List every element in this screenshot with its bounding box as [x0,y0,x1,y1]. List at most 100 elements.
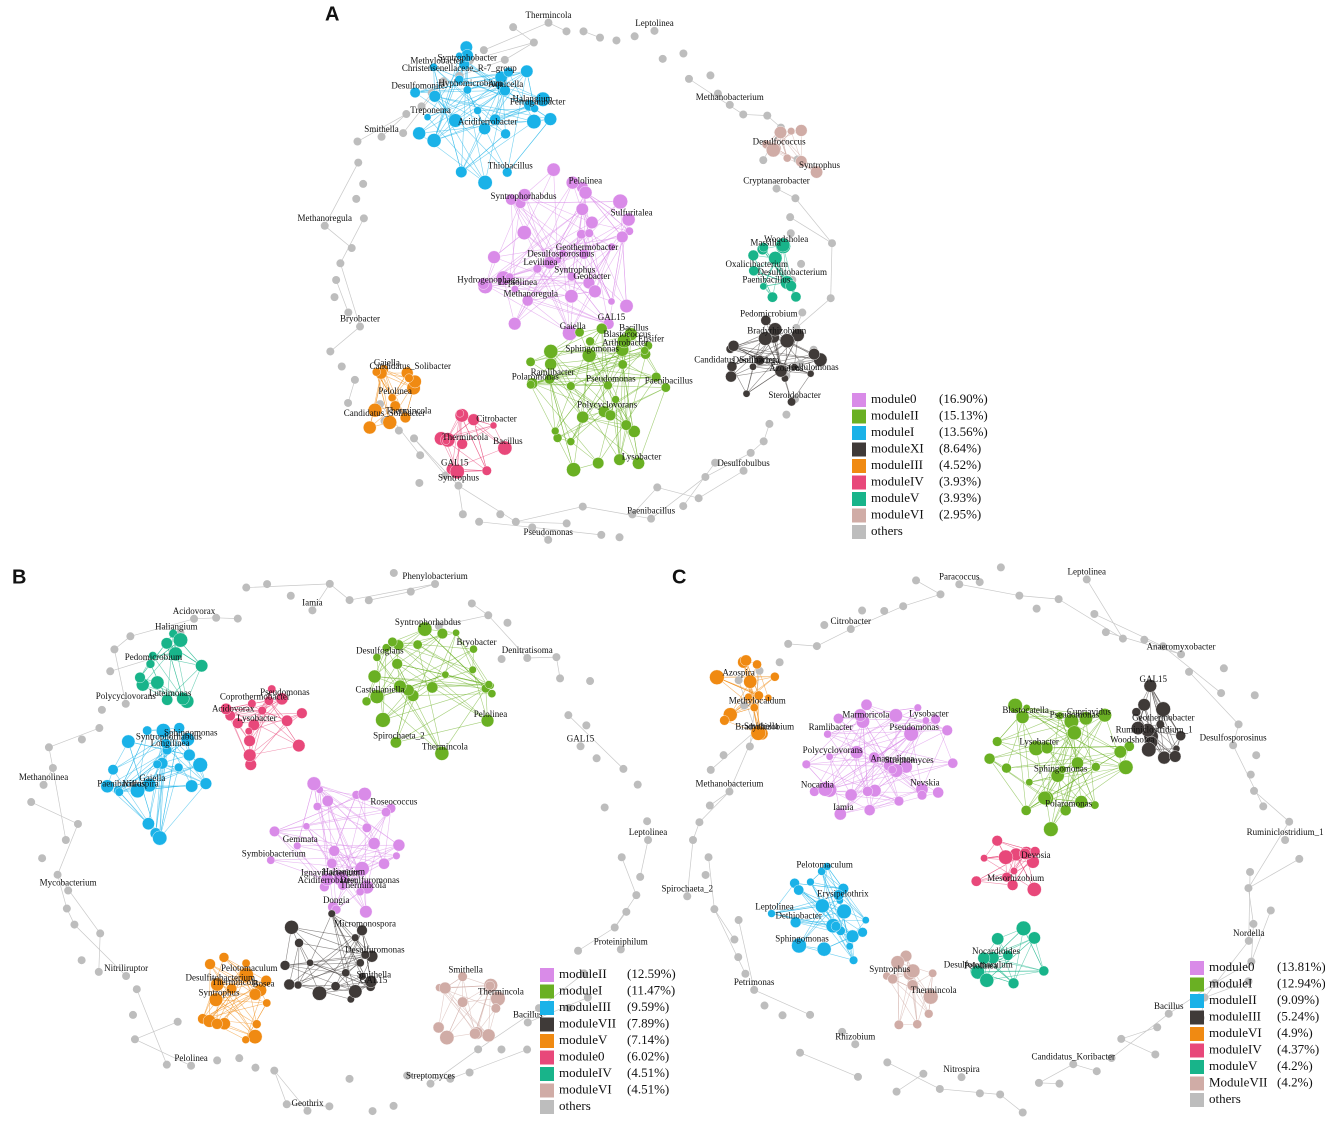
legend-percent: (4.2%) [1277,1074,1313,1089]
node [565,176,580,190]
edge [798,889,866,921]
node [361,822,372,833]
node-label: Candidatus_Koribacter [1032,1051,1115,1061]
node-label: Paenibacillus [627,506,675,516]
edge [31,801,79,825]
node [263,580,272,589]
node [252,1019,262,1029]
node [438,981,452,995]
node [579,27,588,36]
module-cluster [409,40,557,190]
node-label: Spirochaeta_2 [661,883,712,893]
node [1038,965,1050,977]
node-label: Candidatus_Solibacter [344,408,425,418]
node [617,359,628,370]
node [213,1056,222,1065]
node [428,90,441,103]
edge [374,628,426,677]
edge [488,985,492,1036]
edge [331,913,363,977]
node [475,517,484,526]
edge [432,684,489,688]
node [604,409,617,421]
node-label: Halangium [512,93,552,103]
legend-swatch [1190,1093,1204,1107]
edge [134,1021,178,1040]
edge [506,118,551,173]
node [503,66,514,78]
module-cluster [767,862,870,965]
legend-swatch [852,492,866,506]
node [389,1101,398,1110]
edge [410,583,436,592]
node [449,464,465,480]
node [750,725,766,741]
node [1010,867,1018,875]
node [293,841,302,850]
node [332,276,341,284]
node [1007,977,1020,989]
node [279,960,291,971]
node-label: Polaromonas [512,371,559,381]
legend-swatch [852,442,866,457]
edge [772,246,784,298]
node [754,355,765,366]
node [505,193,518,206]
node [429,62,438,72]
edge [816,628,851,647]
legend-label: moduleXI [871,440,924,455]
node [564,1004,573,1013]
edge [439,987,489,1036]
node [849,745,864,759]
node [574,327,585,338]
node [975,578,984,587]
node-label: Desulfitobacterium [758,267,827,277]
node [758,331,773,346]
edge [1251,910,1272,962]
edge [202,963,247,1020]
node [558,249,568,258]
node [621,212,636,227]
node [390,736,402,749]
edge [107,739,188,787]
node [267,684,277,694]
edge [433,77,502,141]
edge [187,739,192,787]
node [152,759,162,769]
edge [1251,923,1254,962]
node-label: Desulfovirga [733,355,780,365]
node [719,751,728,760]
node [364,596,373,605]
node-label: GAL15 [598,312,626,322]
node [463,85,472,95]
node [1015,920,1032,936]
node-label: Phenylobacterium [402,571,467,581]
edge [568,714,624,770]
node-label: Syntrophus [198,988,240,998]
edge [549,379,556,432]
edge [515,506,583,523]
edge [374,676,491,686]
node-label: Geobacter [573,271,610,281]
edge [733,345,811,374]
edge [594,246,613,292]
node [174,762,184,773]
nodes [683,563,1304,1117]
node [1123,741,1135,752]
edge [514,246,612,324]
node-label: Longilinea [151,738,190,748]
node [860,698,873,711]
node [210,977,225,992]
edge [461,133,506,173]
node [150,675,165,690]
node [919,1069,928,1078]
network-panel: Ruminiclostridium_1 Nordella Bacillus Candi… [661,563,1325,1117]
edge [1248,888,1254,924]
edge [527,219,629,301]
node-label: Methanoregula [298,213,352,223]
node [523,1018,532,1027]
legend-label: moduleVII [559,1015,616,1030]
node [564,289,579,304]
edge [753,255,773,298]
edge [730,348,821,360]
